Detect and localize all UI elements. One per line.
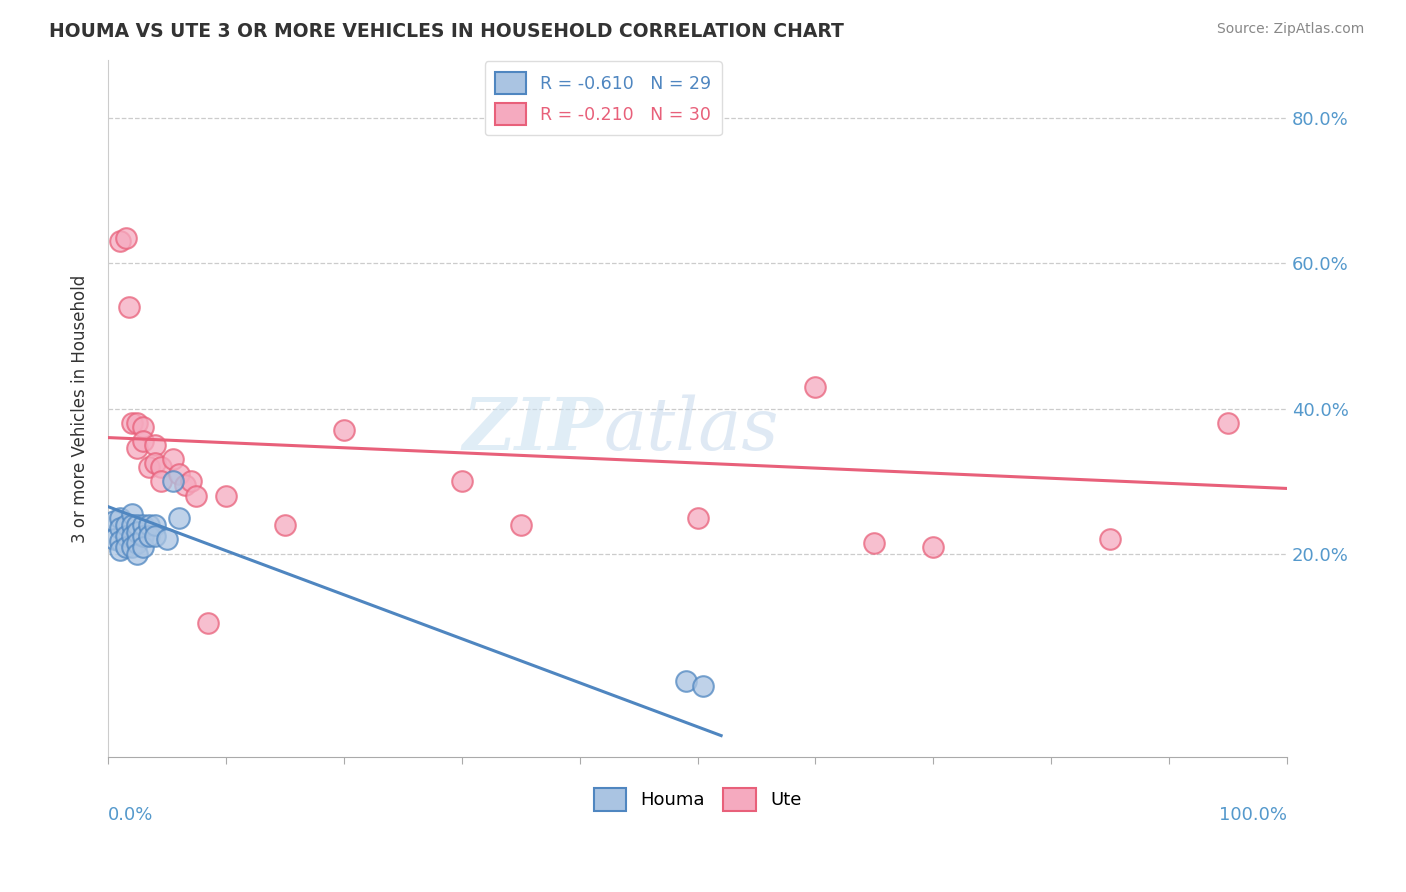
- Point: [121, 416, 143, 430]
- Point: [127, 536, 149, 550]
- Point: [121, 529, 143, 543]
- Point: [121, 540, 143, 554]
- Point: [143, 517, 166, 532]
- Point: [162, 474, 184, 488]
- Point: [114, 230, 136, 244]
- Point: [132, 419, 155, 434]
- Point: [863, 536, 886, 550]
- Point: [274, 517, 297, 532]
- Text: 0.0%: 0.0%: [108, 806, 153, 824]
- Point: [450, 474, 472, 488]
- Point: [156, 533, 179, 547]
- Point: [150, 474, 173, 488]
- Point: [180, 474, 202, 488]
- Point: [173, 478, 195, 492]
- Point: [197, 615, 219, 630]
- Point: [804, 380, 827, 394]
- Point: [692, 679, 714, 693]
- Point: [143, 438, 166, 452]
- Text: 100.0%: 100.0%: [1219, 806, 1286, 824]
- Text: HOUMA VS UTE 3 OR MORE VEHICLES IN HOUSEHOLD CORRELATION CHART: HOUMA VS UTE 3 OR MORE VEHICLES IN HOUSE…: [49, 22, 844, 41]
- Point: [686, 510, 709, 524]
- Point: [138, 529, 160, 543]
- Point: [127, 547, 149, 561]
- Point: [132, 529, 155, 543]
- Point: [167, 467, 190, 481]
- Point: [922, 540, 945, 554]
- Point: [215, 489, 238, 503]
- Point: [103, 514, 125, 528]
- Point: [114, 517, 136, 532]
- Point: [132, 540, 155, 554]
- Point: [675, 674, 697, 689]
- Point: [186, 489, 208, 503]
- Legend: Houma, Ute: Houma, Ute: [586, 780, 808, 818]
- Point: [132, 434, 155, 449]
- Point: [132, 517, 155, 532]
- Point: [114, 540, 136, 554]
- Point: [138, 517, 160, 532]
- Point: [150, 459, 173, 474]
- Point: [121, 517, 143, 532]
- Y-axis label: 3 or more Vehicles in Household: 3 or more Vehicles in Household: [72, 275, 89, 542]
- Point: [121, 507, 143, 521]
- Point: [114, 529, 136, 543]
- Point: [167, 510, 190, 524]
- Text: ZIP: ZIP: [463, 394, 603, 465]
- Point: [108, 521, 131, 535]
- Point: [108, 543, 131, 558]
- Point: [108, 533, 131, 548]
- Point: [509, 517, 531, 532]
- Point: [118, 300, 141, 314]
- Point: [1099, 533, 1122, 547]
- Point: [1216, 416, 1239, 430]
- Point: [143, 456, 166, 470]
- Point: [143, 529, 166, 543]
- Point: [127, 517, 149, 532]
- Text: atlas: atlas: [603, 394, 779, 465]
- Point: [103, 533, 125, 547]
- Text: Source: ZipAtlas.com: Source: ZipAtlas.com: [1216, 22, 1364, 37]
- Point: [333, 423, 356, 437]
- Point: [108, 235, 131, 249]
- Point: [138, 459, 160, 474]
- Point: [108, 510, 131, 524]
- Point: [127, 524, 149, 539]
- Point: [127, 416, 149, 430]
- Point: [127, 442, 149, 456]
- Point: [162, 452, 184, 467]
